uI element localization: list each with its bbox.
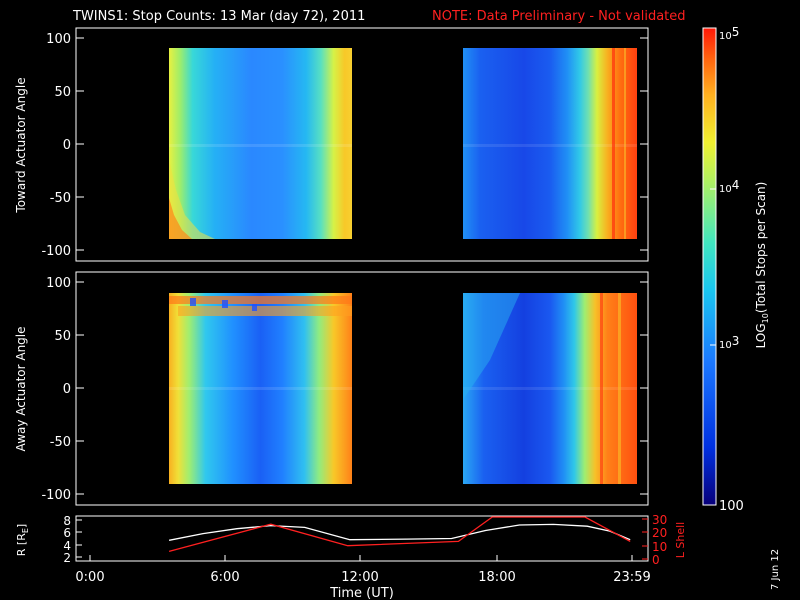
colorbar-bottom-label: 100 [719, 499, 744, 514]
xtick-label: 6:00 [210, 570, 239, 585]
top-ytick-label: 50 [54, 85, 71, 100]
bottom-left-y-ticks: 8 6 4 2 [63, 514, 82, 565]
generation-date: 7 Jun 12 [770, 548, 781, 590]
top-ytick-label: -100 [41, 244, 71, 259]
bottom-left-ytick-label: 6 [63, 526, 71, 540]
middle-heatmap-left-block [169, 293, 352, 484]
top-heatmap-right-block [463, 48, 637, 239]
xtick-label: 0:00 [75, 570, 104, 585]
bottom-panel: 8 6 4 2 R [RE] 30 20 10 0 L Shell 0:00 6… [15, 513, 687, 600]
bottom-right-y-axis-label: L Shell [674, 522, 687, 558]
colorbar-gradient [702, 27, 717, 506]
bottom-right-ytick-label: 30 [652, 513, 667, 527]
colorbar: 105 104 103 100 LOG10(Total Stops per Sc… [702, 25, 770, 514]
top-ytick-label: -50 [50, 191, 71, 206]
xtick-label: 23:59 [613, 570, 650, 585]
colorbar-tick-label: 104 [719, 178, 739, 195]
top-y-ticks: 100 50 0 -50 -100 [41, 32, 648, 259]
middle-ytick-label: 100 [46, 276, 71, 291]
middle-y-axis-label: Away Actuator Angle [14, 326, 28, 451]
middle-panel: 100 50 0 -50 -100 Away Actuator Angle [14, 271, 649, 506]
bottom-right-ytick-label: 0 [652, 553, 660, 567]
bottom-right-ytick-label: 10 [652, 540, 667, 554]
xtick-label: 18:00 [478, 570, 515, 585]
bottom-left-ytick-label: 2 [63, 551, 71, 565]
l-shell-line [168, 516, 631, 553]
bottom-left-y-axis-label: R [RE] [15, 524, 30, 556]
x-axis-label: Time (UT) [329, 586, 394, 600]
middle-ytick-label: 50 [54, 329, 71, 344]
bottom-frame [75, 515, 649, 562]
colorbar-label: LOG10(Total Stops per Scan) [754, 182, 770, 349]
top-y-axis-label: Toward Actuator Angle [14, 77, 28, 213]
top-heatmap-left-block [169, 48, 352, 239]
bottom-right-ytick-label: 20 [652, 526, 667, 540]
top-panel: 100 50 0 -50 -100 Toward Actuator Angle [14, 27, 649, 262]
chart-title: TWINS1: Stop Counts: 13 Mar (day 72), 20… [72, 9, 365, 24]
preliminary-note: NOTE: Data Preliminary - Not validated [432, 9, 686, 24]
xtick-label: 12:00 [341, 570, 378, 585]
middle-heatmap-right-block [463, 293, 637, 484]
bottom-left-ytick-label: 4 [63, 539, 71, 553]
colorbar-tick-label: 105 [719, 25, 739, 42]
radial-distance-line [168, 523, 631, 541]
top-ytick-label: 0 [63, 138, 71, 153]
colorbar-tick-label: 103 [719, 334, 739, 351]
bottom-line-series [168, 516, 631, 553]
bottom-left-ytick-label: 8 [63, 514, 71, 528]
middle-y-ticks: 100 50 0 -50 -100 [41, 276, 648, 503]
bottom-right-y-ticks: 30 20 10 0 [642, 513, 667, 567]
top-ytick-label: 100 [46, 32, 71, 47]
middle-ytick-label: 0 [63, 382, 71, 397]
middle-ytick-label: -100 [41, 488, 71, 503]
middle-ytick-label: -50 [50, 435, 71, 450]
x-ticks: 0:00 6:00 12:00 18:00 23:59 [75, 555, 651, 585]
